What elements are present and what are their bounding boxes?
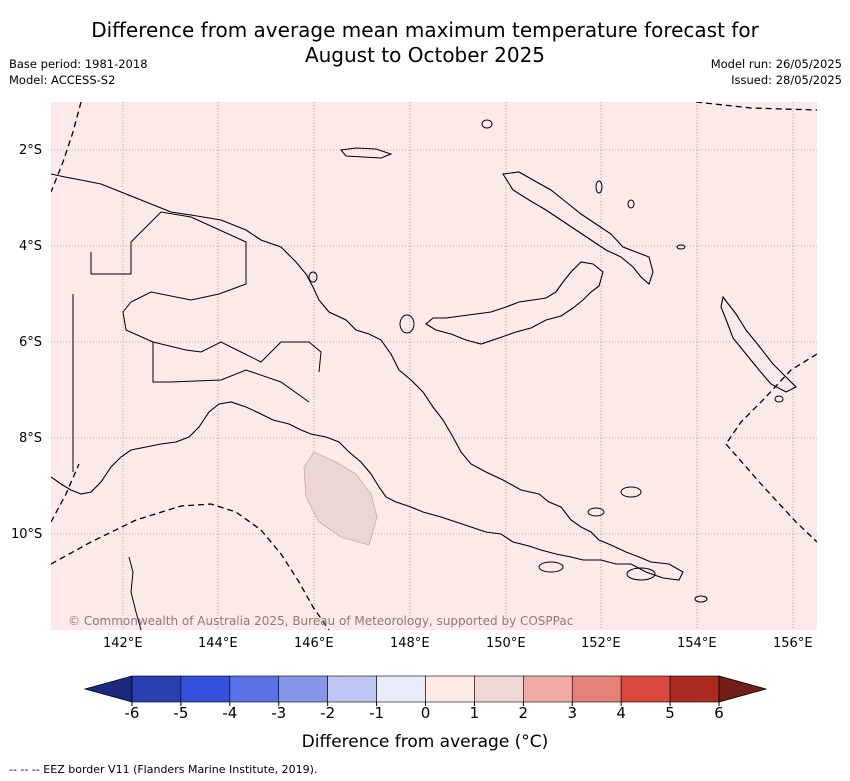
issued-text: Issued: 28/05/2025 bbox=[731, 73, 842, 87]
lon-tick-152e: 152°E bbox=[581, 636, 621, 651]
lon-tick-144e: 144°E bbox=[198, 636, 238, 651]
lon-tick-156e: 156°E bbox=[773, 636, 813, 651]
lat-tick-4s: 4°S bbox=[19, 239, 43, 254]
colorbar-tick-label: 1 bbox=[469, 704, 480, 722]
colorbar-tick-label: 0 bbox=[420, 704, 431, 722]
colorbar-tick-label: -5 bbox=[173, 704, 189, 722]
colorbar-tick-label: -6 bbox=[124, 704, 140, 722]
lat-tick-2s: 2°S bbox=[19, 143, 43, 158]
colorbar-cell bbox=[669, 675, 720, 703]
lon-tick-150e: 150°E bbox=[486, 636, 526, 651]
colorbar-cell bbox=[571, 675, 622, 703]
lon-tick-148e: 148°E bbox=[390, 636, 430, 651]
new-ireland-coastline bbox=[502, 171, 654, 285]
colorbar-tick-label: -4 bbox=[222, 704, 238, 722]
colorbar-cell bbox=[131, 675, 182, 703]
colorbar-ticks bbox=[131, 702, 720, 706]
colorbar-cell bbox=[327, 675, 377, 703]
new-britain-coastline bbox=[425, 261, 604, 345]
colorbar-extend-high bbox=[718, 675, 768, 703]
colorbar-cell bbox=[425, 675, 475, 703]
copyright-watermark: © Commonwealth of Australia 2025, Bureau… bbox=[68, 614, 573, 628]
colorbar-cell bbox=[229, 675, 280, 703]
colorbar-tick-label: 5 bbox=[665, 704, 675, 722]
small-islands bbox=[308, 119, 784, 603]
bougainville-coastline bbox=[720, 295, 797, 393]
colorbar-cell bbox=[620, 675, 671, 703]
meta-left: Base period: 1981-2018 Model: ACCESS-S2 bbox=[9, 56, 148, 88]
colorbar-tick-labels: -6 -5 -4 -3 -2 -1 0 1 2 3 4 5 6 bbox=[0, 704, 850, 726]
base-period-text: Base period: 1981-2018 bbox=[9, 57, 148, 71]
boundaries bbox=[72, 211, 322, 472]
colorbar-cell bbox=[376, 675, 426, 703]
colorbar-tick-label: 2 bbox=[518, 704, 529, 722]
cape-york-coastline bbox=[128, 556, 142, 630]
colorbar-cell bbox=[523, 675, 573, 703]
colorbar-tick-label: -2 bbox=[320, 704, 336, 722]
title-line-1: Difference from average mean maximum tem… bbox=[91, 18, 759, 42]
lat-tick-10s: 10°S bbox=[11, 527, 43, 542]
manus-coastline bbox=[340, 147, 393, 159]
colorbar-cell bbox=[180, 675, 231, 703]
map-background bbox=[51, 102, 817, 630]
meta-right: Model run: 26/05/2025 Issued: 28/05/2025 bbox=[711, 56, 842, 88]
eez-borders bbox=[51, 102, 817, 630]
colorbar-cells bbox=[131, 675, 720, 703]
colorbar-tick-label: 6 bbox=[714, 704, 724, 722]
footnote: -- -- -- EEZ border V11 (Flanders Marine… bbox=[9, 763, 318, 776]
model-text: Model: ACCESS-S2 bbox=[9, 73, 116, 87]
model-run-text: Model run: 26/05/2025 bbox=[710, 57, 842, 71]
shaded-region bbox=[303, 451, 378, 546]
colorbar-tick-label: 4 bbox=[616, 704, 626, 722]
title-line-2: August to October 2025 bbox=[304, 43, 546, 67]
colorbar-tick-label: -1 bbox=[369, 704, 385, 722]
lon-tick-154e: 154°E bbox=[677, 636, 717, 651]
colorbar bbox=[83, 675, 768, 706]
graticule bbox=[51, 102, 817, 630]
lat-tick-6s: 6°S bbox=[19, 335, 43, 350]
chart-title: Difference from average mean maximum tem… bbox=[0, 18, 850, 68]
lon-tick-142e: 142°E bbox=[103, 636, 143, 651]
colorbar-extend-low bbox=[83, 675, 133, 703]
colorbar-label: Difference from average (°C) bbox=[301, 732, 549, 752]
lat-tick-8s: 8°S bbox=[19, 431, 43, 446]
colorbar-cell bbox=[474, 675, 524, 703]
colorbar-tick-label: -3 bbox=[271, 704, 287, 722]
colorbar-cell bbox=[278, 675, 328, 703]
lon-tick-146e: 146°E bbox=[294, 636, 334, 651]
colorbar-tick-label: 3 bbox=[567, 704, 578, 722]
map-panel: © Commonwealth of Australia 2025, Bureau… bbox=[51, 102, 817, 630]
